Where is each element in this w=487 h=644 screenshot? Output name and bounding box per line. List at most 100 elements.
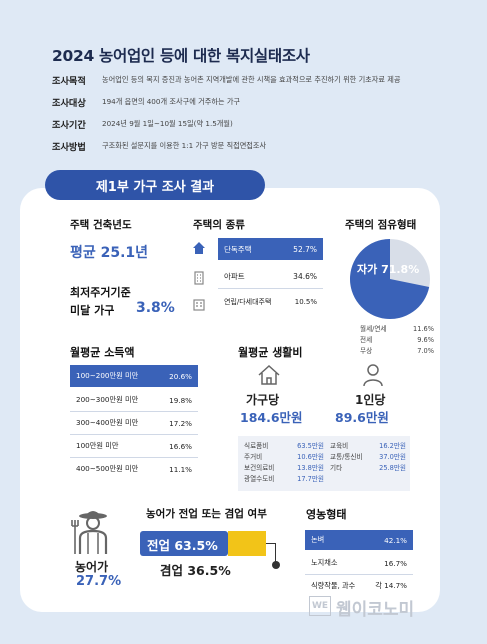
meta-method: 조사방법 구조화된 설문지를 이용한 1:1 가구 방문 직접면접조사 xyxy=(52,139,266,153)
tenure-main-label: 자가 71.8% xyxy=(357,263,420,276)
watermark-badge: WE xyxy=(309,596,331,616)
farming-label: 노지채소 xyxy=(311,558,338,567)
meta-purpose: 조사목적 농어업인 등의 복지 증진과 농어촌 지역개발에 관한 시책을 효과적… xyxy=(52,73,401,87)
house-type-label: 아파트 xyxy=(224,271,245,281)
house-icon xyxy=(192,240,206,259)
farm-household-label: 농어가 xyxy=(75,560,109,574)
income-label: 400~500만원 미만 xyxy=(76,464,139,473)
breakdown-label: 보건의료비 xyxy=(244,464,275,472)
breakdown-value: 37.0만원 xyxy=(379,453,406,461)
breakdown-row: 주거비 10.6만원 xyxy=(244,452,324,463)
farming-value: 16.7% xyxy=(384,558,407,568)
building-year-heading: 주택 건축년도 xyxy=(70,219,132,231)
breakdown-value: 63.5만원 xyxy=(297,442,324,450)
meta-value: 2024년 9월 1일~10월 15일(약 1.5개월) xyxy=(102,119,233,128)
breakdown-row: 교통/통신비 37.0만원 xyxy=(330,452,406,463)
tenure-other-value: 9.6% xyxy=(417,336,434,344)
farmer-icon xyxy=(68,506,118,560)
income-label: 100~200만원 미만 xyxy=(76,371,139,380)
divider xyxy=(70,457,198,458)
farming-label: 논벼 xyxy=(311,535,325,544)
person-label: 1인당 xyxy=(355,393,386,407)
breakdown-label: 교통/통신비 xyxy=(330,453,363,461)
living-breakdown xyxy=(238,436,410,491)
meta-key: 조사목적 xyxy=(52,76,86,87)
tenure-pie-main xyxy=(350,239,430,319)
income-row: 300~400만원 미만 17.2% xyxy=(70,412,198,434)
farming-list: 논벼 42.1% 노지채소 16.7% 식량작물, 과수 각 14.7% xyxy=(305,530,413,597)
farming-heading: 영농형태 xyxy=(306,508,347,521)
meta-value: 농어업인 등의 복지 증진과 농어촌 지역개발에 관한 시책을 효과적으로 추진… xyxy=(102,75,401,84)
tenure-other-label: 전세 xyxy=(360,336,373,344)
min-housing-heading-1: 최저주거기준 xyxy=(70,286,131,299)
income-row: 400~500만원 미만 11.1% xyxy=(70,458,198,480)
tenure-pie xyxy=(348,237,432,325)
breakdown-row: 식료품비 63.5만원 xyxy=(244,441,324,452)
tenure-other-row: 전세 9.6% xyxy=(360,335,434,346)
household-icon xyxy=(257,364,281,390)
parttime-label: 겸업 36.5% xyxy=(160,563,231,578)
person-value: 89.6만원 xyxy=(335,410,389,425)
house-type-row-3: 연립/다세대주택 10.5% xyxy=(218,292,323,312)
house-type-label: 연립/다세대주택 xyxy=(224,298,272,306)
meta-value: 194개 읍면의 400개 조사구에 거주하는 가구 xyxy=(102,97,241,106)
villa-icon xyxy=(192,296,206,315)
tenure-other-label: 무상 xyxy=(360,347,373,355)
house-type-heading: 주택의 종류 xyxy=(193,219,245,231)
divider xyxy=(305,574,413,575)
tenure-other-value: 7.0% xyxy=(417,347,434,355)
tenure-others: 월세/연세 11.6% 전세 9.6% 무상 7.0% xyxy=(360,324,434,357)
tenure-other-value: 11.6% xyxy=(413,325,434,333)
section-title: 제1부 가구 조사 결과 xyxy=(45,170,265,200)
breakdown-value: 10.6만원 xyxy=(297,453,324,461)
breakdown-label: 식료품비 xyxy=(244,442,269,450)
meta-key: 조사방법 xyxy=(52,142,86,153)
house-type-label: 단독주택 xyxy=(224,244,252,254)
house-type-value: 34.6% xyxy=(293,271,317,281)
income-value: 11.1% xyxy=(169,464,192,474)
connector-dot xyxy=(272,561,280,569)
breakdown-value: 13.8만원 xyxy=(297,464,324,472)
income-heading: 월평균 소득액 xyxy=(70,346,135,359)
income-row: 200~300만원 미만 19.8% xyxy=(70,389,198,411)
tenure-other-label: 월세/연세 xyxy=(360,325,387,333)
meta-key: 조사대상 xyxy=(52,98,86,109)
living-breakdown-left: 식료품비 63.5만원 주거비 10.6만원 보건의료비 13.8만원 광열수도비 17… xyxy=(244,441,324,485)
connector-line xyxy=(266,543,276,565)
income-label: 100만원 미만 xyxy=(76,441,119,450)
divider xyxy=(218,288,323,289)
income-value: 19.8% xyxy=(169,395,192,405)
breakdown-value: 25.8만원 xyxy=(379,464,406,472)
income-value: 16.6% xyxy=(169,441,192,451)
meta-value: 구조화된 설문지를 이용한 1:1 가구 방문 직접면접조사 xyxy=(102,141,267,150)
tenure-other-row: 월세/연세 11.6% xyxy=(360,324,434,335)
fulltime-label: 전업 63.5% xyxy=(147,538,218,553)
income-value: 17.2% xyxy=(169,418,192,428)
breakdown-row: 기타 25.8만원 xyxy=(330,463,406,474)
apartment-icon xyxy=(192,270,206,289)
divider xyxy=(70,434,198,435)
farming-label: 식량작물, 과수 xyxy=(311,581,356,590)
tenure-other-row: 무상 7.0% xyxy=(360,346,434,357)
income-list: 100~200만원 미만 20.6% 200~300만원 미만 19.8% 300~… xyxy=(70,365,198,480)
farm-household-value: 27.7% xyxy=(76,574,122,589)
household-label: 가구당 xyxy=(246,393,280,407)
house-type-row-2: 아파트 34.6% xyxy=(218,266,323,286)
fulltime-bar xyxy=(140,531,228,556)
meta-key: 조사기간 xyxy=(52,120,86,131)
income-label: 200~300만원 미만 xyxy=(76,395,139,404)
breakdown-value: 16.2만원 xyxy=(379,442,406,450)
household-value: 184.6만원 xyxy=(240,410,303,425)
farming-row: 노지채소 16.7% xyxy=(305,552,413,574)
living-breakdown-right: 교육비 16.2만원 교통/통신비 37.0만원 기타 25.8만원 xyxy=(330,441,406,474)
house-type-value: 52.7% xyxy=(293,244,317,254)
min-housing-heading-2: 미달 가구 xyxy=(70,304,115,317)
living-heading: 월평균 생활비 xyxy=(238,346,303,359)
farming-value: 각 14.7% xyxy=(375,581,407,590)
income-row: 100만원 미만 16.6% xyxy=(70,435,198,457)
income-label: 300~400만원 미만 xyxy=(76,418,139,427)
watermark-text: 웹이코노미 xyxy=(336,600,415,620)
fulltime-heading: 농어가 전업 또는 겸업 여부 xyxy=(146,508,267,520)
meta-target: 조사대상 194개 읍면의 400개 조사구에 거주하는 가구 xyxy=(52,95,240,109)
page-title: 2024 농어업인 등에 대한 복지실태조사 xyxy=(52,47,310,65)
